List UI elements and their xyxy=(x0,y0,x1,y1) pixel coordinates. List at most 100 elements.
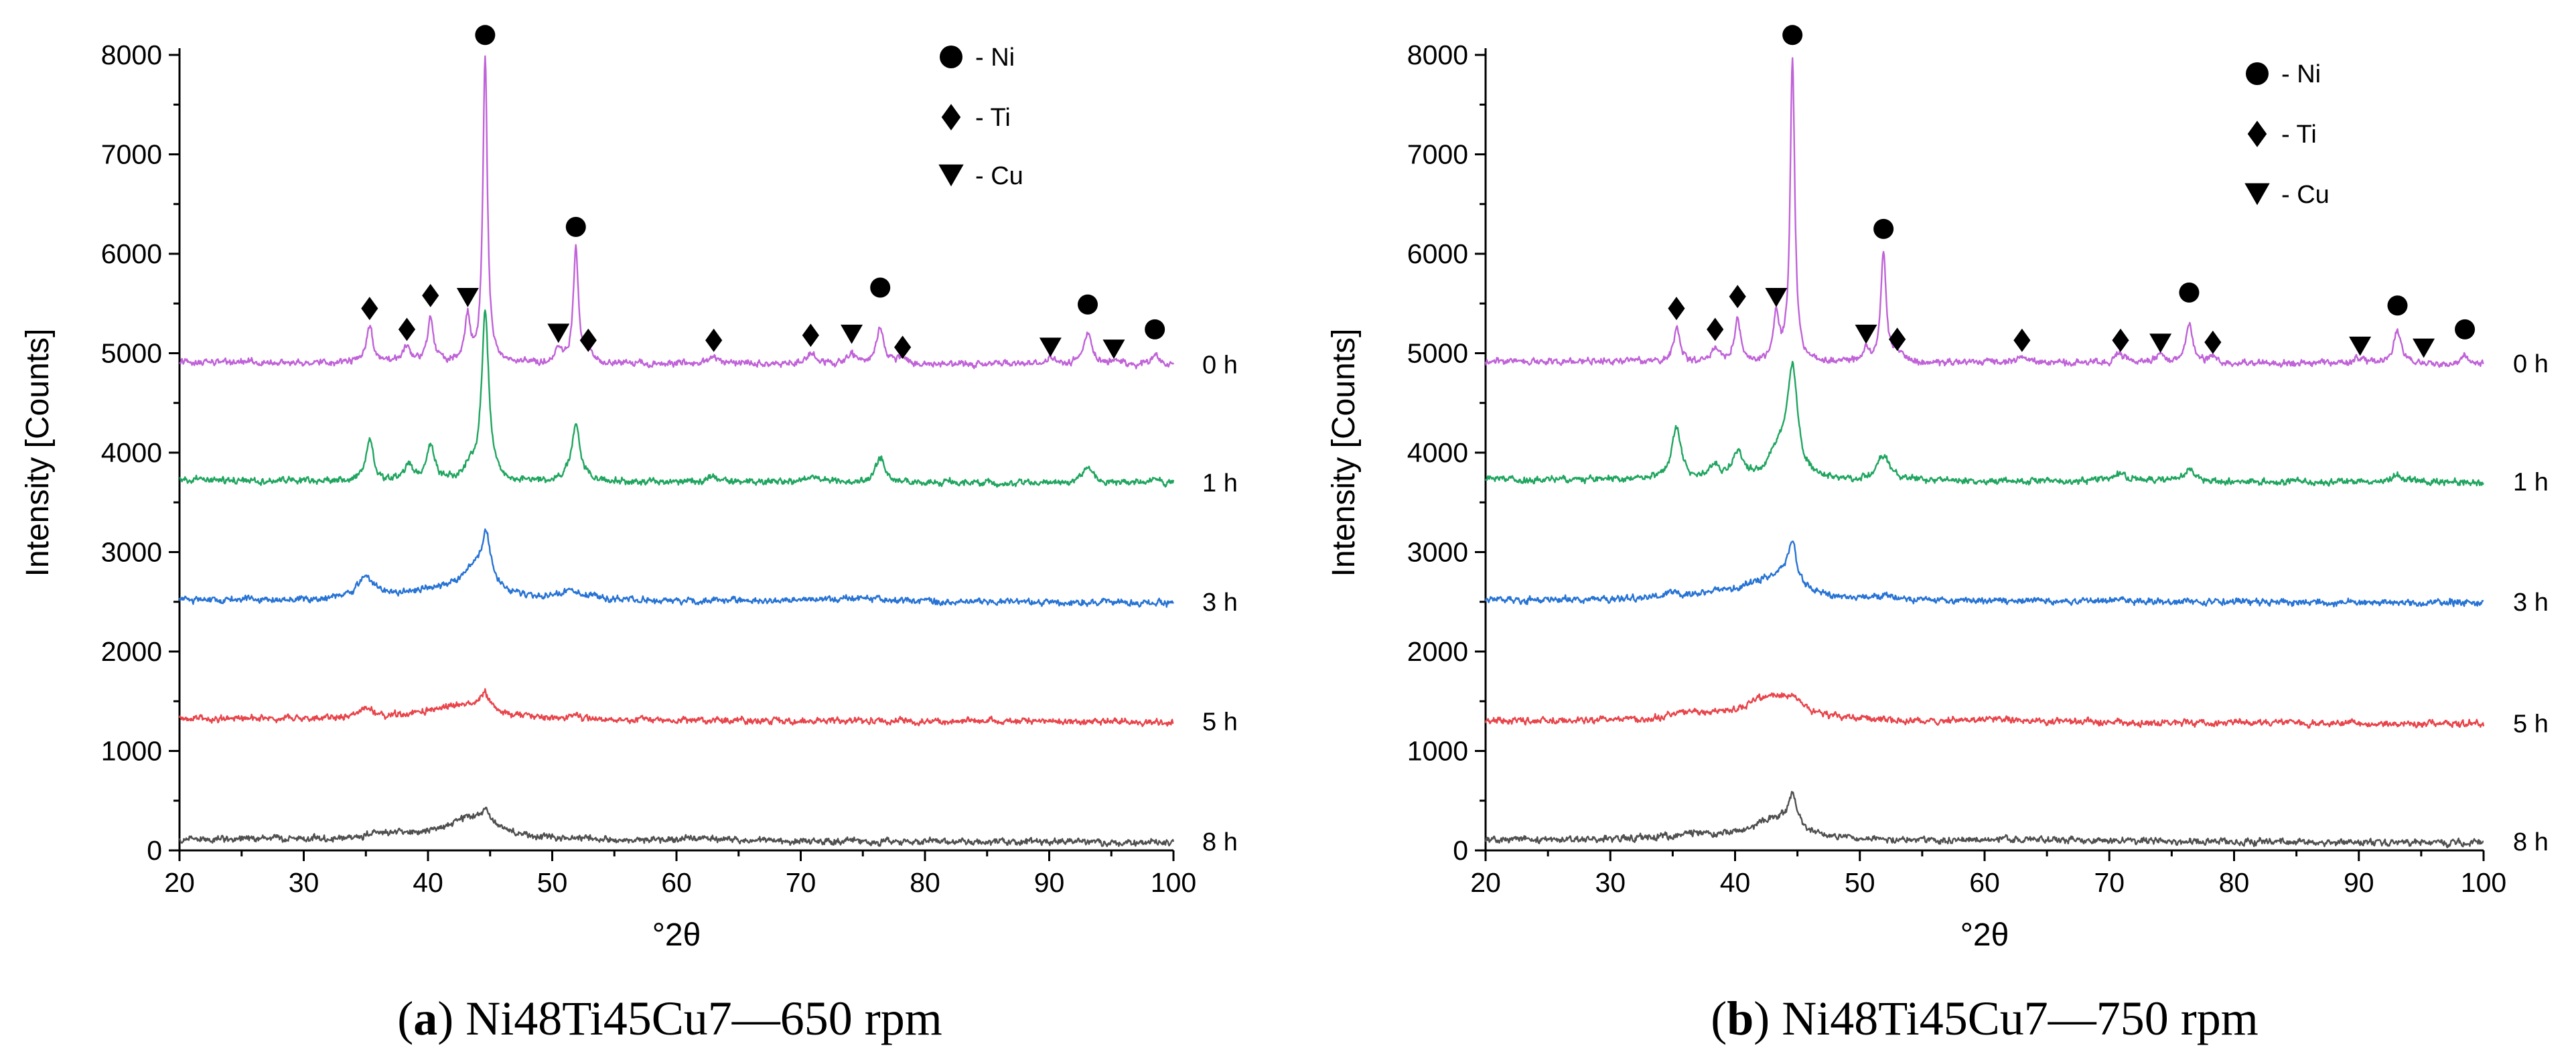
y-tick-label: 4000 xyxy=(101,437,162,468)
x-tick-label: 60 xyxy=(661,867,692,898)
series-line-3h xyxy=(1484,540,2484,608)
phase-marker-circle xyxy=(1782,25,1803,46)
phase-marker-triangle-down xyxy=(1039,337,1062,357)
series-line-3h xyxy=(178,528,1174,608)
x-tick-label: 30 xyxy=(289,867,319,898)
phase-marker-diamond xyxy=(1707,317,1724,341)
legend-label: - Cu xyxy=(975,162,1023,190)
phase-marker-triangle-down xyxy=(456,287,479,307)
phase-marker-diamond xyxy=(2112,328,2129,352)
x-tick-label: 50 xyxy=(1845,867,1875,898)
panel-caption: (b) Ni48Ti45Cu7—750 rpm xyxy=(1711,992,2258,1045)
phase-marker-diamond xyxy=(705,328,723,352)
phase-marker-circle xyxy=(1145,319,1165,339)
phase-marker-diamond xyxy=(1889,327,1906,352)
y-tick-label: 8000 xyxy=(1407,40,1468,70)
phase-marker-triangle-down xyxy=(1102,339,1125,359)
phase-marker-triangle-down xyxy=(2349,336,2372,356)
phase-marker-triangle-down xyxy=(547,323,570,344)
y-tick-label: 1000 xyxy=(101,736,162,767)
phase-marker-triangle-down xyxy=(2149,333,2172,354)
series-line-1h xyxy=(179,309,1175,488)
y-tick-label: 0 xyxy=(1453,835,1468,866)
series-label: 0 h xyxy=(1202,351,1238,379)
phase-marker-circle xyxy=(2387,295,2408,316)
y-tick-label: 2000 xyxy=(1407,636,1468,667)
y-tick-label: 6000 xyxy=(101,238,162,269)
series-label: 5 h xyxy=(1202,708,1238,736)
phase-marker-diamond xyxy=(398,317,416,341)
x-tick-label: 80 xyxy=(910,867,940,898)
legend-label: - Cu xyxy=(2281,181,2330,209)
phase-marker-circle xyxy=(565,216,586,237)
series-label: 3 h xyxy=(1202,589,1238,617)
series-line-0h xyxy=(179,55,1175,370)
x-tick-label: 90 xyxy=(1034,867,1065,898)
panel-b: 20 30 40 50 60 70 80 90 100010002000300040005000… xyxy=(1326,25,2549,1045)
phase-marker-diamond xyxy=(802,323,819,348)
series-label: 8 h xyxy=(1202,828,1238,856)
y-tick-label: 1000 xyxy=(1407,736,1468,767)
legend-symbol-diamond xyxy=(941,104,961,131)
phase-marker-diamond xyxy=(422,283,439,307)
legend-label: - Ni xyxy=(2281,60,2321,88)
y-tick-label: 4000 xyxy=(1407,437,1468,468)
phase-marker-triangle-down xyxy=(1855,324,1877,344)
y-axis-title: Intensity [Counts] xyxy=(20,329,56,577)
y-tick-label: 5000 xyxy=(101,338,162,369)
legend-symbol-circle xyxy=(2246,62,2269,85)
phase-marker-diamond xyxy=(1668,297,1685,321)
y-tick-label: 3000 xyxy=(101,537,162,568)
phase-marker-circle xyxy=(1873,218,1894,239)
series-label: 8 h xyxy=(2513,828,2549,856)
x-tick-label: 40 xyxy=(413,867,443,898)
legend-label: - Ti xyxy=(975,104,1011,132)
y-axis-title: Intensity [Counts] xyxy=(1326,329,1362,577)
series-label: 1 h xyxy=(1202,469,1238,498)
x-tick-label: 70 xyxy=(786,867,816,898)
y-tick-label: 8000 xyxy=(101,40,162,70)
legend-symbol-diamond xyxy=(2247,121,2267,147)
series-label: 5 h xyxy=(2513,710,2549,738)
legend-symbol-circle xyxy=(940,46,962,68)
series-label: 3 h xyxy=(2513,589,2549,617)
phase-marker-triangle-down xyxy=(841,324,863,344)
x-tick-label: 90 xyxy=(2344,867,2374,898)
phase-marker-circle xyxy=(870,277,891,298)
y-tick-label: 6000 xyxy=(1407,238,1468,269)
series-label: 0 h xyxy=(2513,350,2549,378)
phase-marker-diamond xyxy=(361,297,378,321)
legend-symbol-triangle-down xyxy=(938,164,964,187)
y-tick-label: 5000 xyxy=(1407,338,1468,369)
x-tick-label: 60 xyxy=(1969,867,2000,898)
series-line-0h xyxy=(1484,57,2484,368)
legend-label: - Ni xyxy=(975,44,1015,72)
phase-marker-diamond xyxy=(894,335,912,359)
x-tick-label: 70 xyxy=(2094,867,2125,898)
phase-marker-circle xyxy=(475,25,496,46)
y-tick-label: 2000 xyxy=(101,636,162,667)
y-tick-label: 0 xyxy=(147,835,162,866)
series-line-8h xyxy=(1484,791,2484,848)
phase-marker-diamond xyxy=(1729,285,1746,309)
series-label: 1 h xyxy=(2513,469,2549,497)
phase-marker-diamond xyxy=(2204,330,2222,354)
y-tick-label: 3000 xyxy=(1407,537,1468,568)
series-line-1h xyxy=(1484,360,2484,487)
x-tick-label: 100 xyxy=(2461,867,2506,898)
x-tick-label: 20 xyxy=(1470,867,1501,898)
x-tick-label: 40 xyxy=(1720,867,1751,898)
phase-marker-triangle-down xyxy=(2413,338,2435,358)
phase-marker-circle xyxy=(1078,294,1098,315)
series-line-5h xyxy=(1484,692,2485,729)
x-tick-label: 30 xyxy=(1595,867,1626,898)
y-tick-label: 7000 xyxy=(101,139,162,170)
x-axis-title: °2θ xyxy=(652,917,701,953)
legend-label: - Ti xyxy=(2281,121,2317,149)
phase-marker-circle xyxy=(2455,319,2476,339)
phase-marker-diamond xyxy=(2013,328,2031,352)
x-tick-label: 50 xyxy=(537,867,568,898)
panel-a: 20 30 40 50 60 70 80 90 100010002000300040005000… xyxy=(20,25,1238,1045)
phase-marker-circle xyxy=(2179,282,2200,303)
